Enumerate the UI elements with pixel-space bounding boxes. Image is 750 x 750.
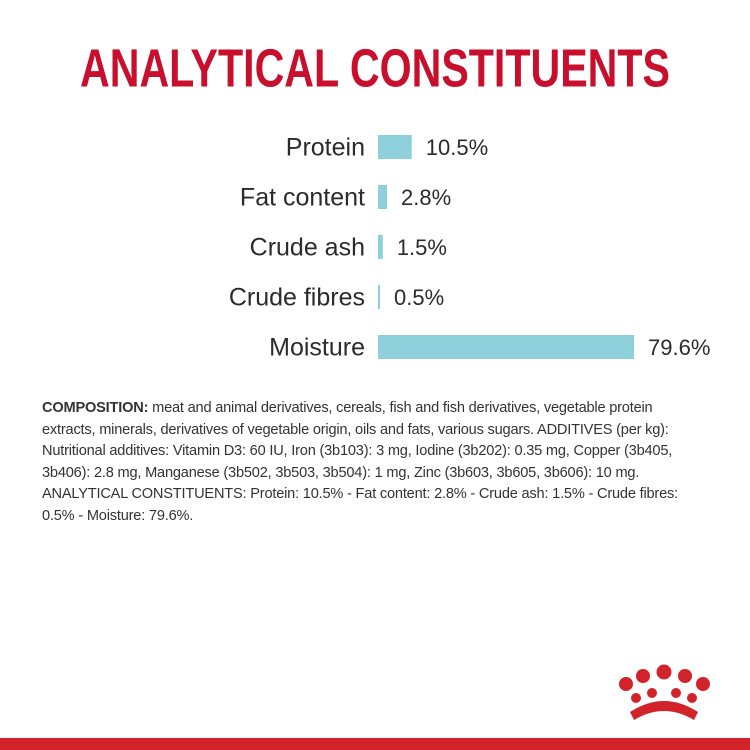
category-label: Crude ash (250, 234, 365, 262)
value-label: 10.5% (426, 135, 488, 160)
value-label: 0.5% (394, 285, 444, 310)
bar (378, 235, 383, 259)
category-label: Moisture (269, 334, 365, 362)
bar (378, 185, 388, 209)
composition-text: meat and animal derivatives, cereals, fi… (42, 400, 678, 524)
category-label: Crude fibres (229, 284, 365, 312)
value-label: 2.8% (401, 185, 451, 210)
bar (378, 335, 634, 359)
value-label: 79.6% (648, 335, 710, 360)
category-label: Fat content (240, 184, 365, 212)
bar (378, 135, 412, 159)
logo (619, 664, 710, 720)
bar (378, 285, 380, 309)
category-label: Protein (286, 134, 365, 162)
composition-label: COMPOSITION: (42, 400, 149, 416)
value-label: 1.5% (397, 235, 447, 260)
composition: COMPOSITION: meat and animal derivatives… (42, 398, 692, 528)
footer-band (0, 738, 750, 750)
chart-title: ANALYTICAL CONSTITUENTS (80, 38, 670, 98)
